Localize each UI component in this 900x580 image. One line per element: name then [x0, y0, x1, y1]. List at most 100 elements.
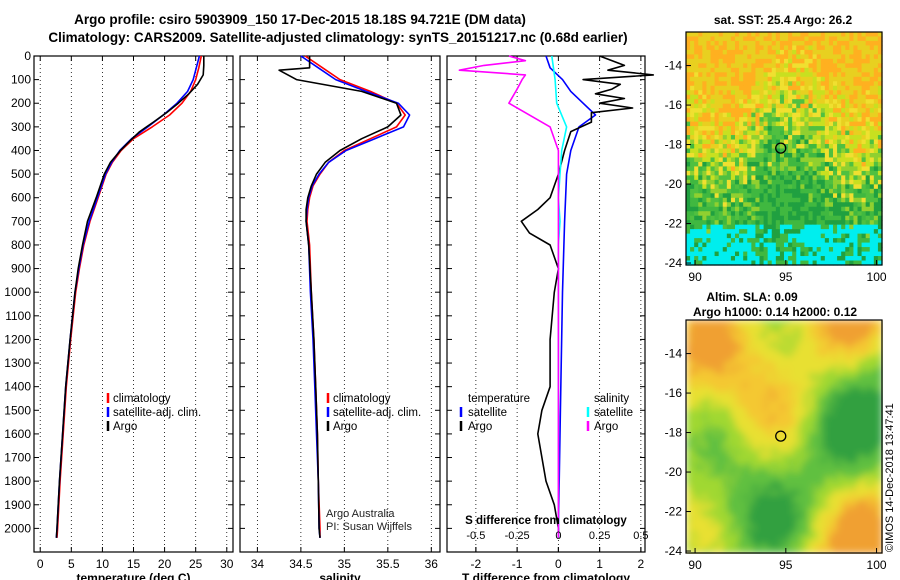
map-cell	[698, 121, 703, 127]
map-cell	[828, 324, 834, 330]
map-cell	[873, 328, 879, 335]
map-cell	[812, 94, 818, 100]
map-cell	[730, 197, 736, 203]
map-cell	[747, 202, 752, 208]
map-cell	[828, 108, 834, 114]
map-cell	[694, 423, 699, 429]
map-cell	[833, 387, 838, 393]
map-cell	[820, 418, 826, 424]
map-cell	[686, 211, 691, 217]
map-cell	[877, 355, 883, 361]
map-cell	[804, 414, 810, 420]
map-cell	[702, 126, 708, 132]
map-cell	[853, 67, 859, 73]
map-cell	[726, 517, 732, 523]
map-cell	[837, 378, 842, 384]
map-cell	[828, 238, 834, 244]
map-cell	[690, 224, 695, 230]
map-cell	[816, 423, 822, 429]
map-cell	[833, 333, 838, 339]
map-cell	[779, 197, 785, 203]
map-cell	[784, 188, 789, 194]
map-cell	[702, 224, 708, 230]
map-cell	[730, 220, 736, 226]
map-cell	[706, 99, 712, 105]
map-cell	[722, 476, 728, 482]
map-cell	[775, 387, 781, 393]
map-cell	[857, 414, 863, 420]
map-cell	[739, 369, 744, 375]
map-cell	[759, 378, 765, 384]
map-cell	[853, 184, 859, 190]
map-cell	[763, 224, 769, 230]
map-cell	[824, 112, 830, 118]
map-cell	[739, 58, 744, 64]
map-cell	[686, 54, 691, 60]
map-cell	[845, 170, 850, 176]
map-cell	[722, 108, 728, 114]
map-cell	[779, 414, 785, 420]
map-cell	[865, 99, 871, 105]
map-cell	[735, 99, 740, 105]
map-cell	[771, 117, 777, 123]
map-cell	[722, 409, 728, 415]
map-cell	[849, 333, 855, 339]
map-cell	[710, 233, 716, 239]
map-cell	[698, 320, 703, 326]
map-cell	[726, 418, 732, 424]
map-cell	[853, 188, 859, 194]
map-cell	[755, 157, 761, 163]
map-cell	[763, 135, 769, 141]
map-cell	[869, 391, 875, 397]
map-cell	[759, 521, 765, 527]
map-cell	[690, 521, 695, 527]
map-cell	[820, 333, 826, 339]
map-cell	[804, 220, 810, 226]
map-cell	[869, 436, 875, 442]
map-cell	[816, 99, 822, 105]
map-cell	[845, 99, 850, 105]
map-cell	[853, 328, 859, 335]
map-cell	[771, 81, 777, 87]
map-cell	[833, 148, 838, 154]
map-cell	[694, 175, 699, 181]
map-cell	[877, 382, 883, 388]
map-cell	[710, 242, 716, 248]
map-cell	[877, 499, 883, 505]
map-cell	[694, 233, 699, 239]
map-cell	[820, 126, 826, 132]
map-cell	[861, 206, 867, 212]
map-cell	[759, 494, 765, 500]
map-cell	[824, 328, 830, 335]
map-cell	[841, 472, 846, 478]
map-cell	[739, 157, 744, 163]
map-cell	[812, 351, 818, 357]
map-cell	[837, 202, 842, 208]
map-cell	[726, 202, 732, 208]
map-cell	[698, 206, 703, 212]
map-cell	[820, 157, 826, 163]
map-cell	[763, 179, 769, 185]
map-cell	[718, 508, 724, 514]
map-cell	[743, 90, 748, 96]
map-cell	[816, 251, 822, 257]
map-cell	[771, 135, 777, 141]
map-cell	[767, 508, 773, 514]
map-cell	[775, 458, 781, 464]
map-cell	[775, 328, 781, 335]
map-cell	[849, 67, 855, 73]
map-cell	[718, 333, 724, 339]
map-cell	[771, 130, 777, 136]
map-cell	[735, 54, 740, 60]
map-cell	[702, 369, 708, 375]
map-cell	[763, 423, 769, 429]
map-cell	[763, 260, 769, 266]
map-cell	[865, 346, 871, 352]
map-cell	[763, 45, 769, 51]
map-cell	[763, 387, 769, 393]
map-cell	[812, 229, 818, 235]
map-cell	[686, 242, 691, 248]
map-cell	[837, 251, 842, 257]
map-cell	[730, 256, 736, 262]
map-cell	[706, 373, 712, 379]
